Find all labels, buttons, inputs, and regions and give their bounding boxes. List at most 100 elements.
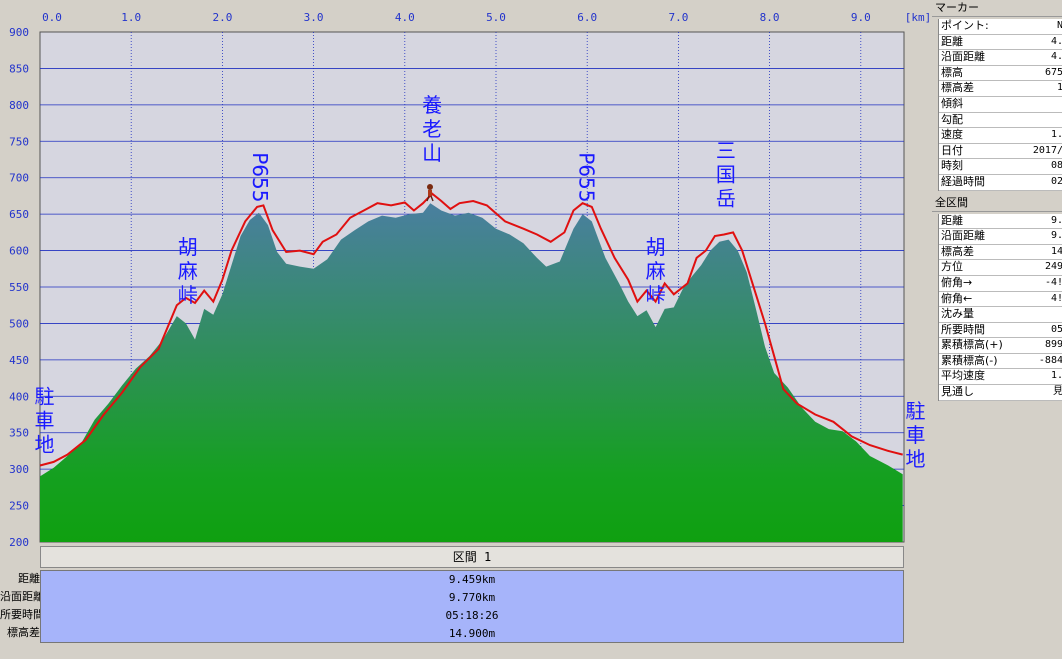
all-section-key: 平均速度: [941, 369, 985, 383]
all-section-value: 見: [1053, 386, 1062, 398]
y-tick-label: 200: [9, 536, 29, 546]
marker-key: 日付: [941, 143, 963, 157]
summary-label-distance: 距離: [18, 572, 40, 585]
all-section-row: 見通し 見: [939, 385, 1062, 401]
marker-row: 時刻 08: [939, 159, 1062, 175]
y-tick-labels: 900 850 800 750 700 650 600 550 500 450 400 350 300 2…: [9, 26, 29, 546]
all-section-value: [1005, 307, 1062, 322]
all-section-key: 沿面距離: [941, 229, 985, 243]
marker-value: 675: [1044, 66, 1062, 78]
marker-key: 勾配: [941, 112, 963, 126]
marker-row: 傾斜: [939, 97, 1062, 113]
marker-key: 傾斜: [941, 96, 963, 110]
marker-row: ポイント: N: [939, 19, 1062, 35]
marker-key: 沿面距離: [941, 50, 985, 64]
marker-key: 標高: [941, 65, 963, 79]
y-tick-label: 450: [9, 354, 29, 367]
marker-row: 沿面距離 4.: [939, 50, 1062, 66]
all-section-table: 距離 9. 沿面距離 9. 標高差 14 方位 249 俯角→ -4! 俯角← 4! 沈み量 所要時間 05…: [938, 213, 1062, 401]
y-tick-label: 350: [9, 427, 29, 440]
all-section-row: 俯角→ -4!: [939, 276, 1062, 292]
all-section-value: 9.: [1050, 214, 1062, 226]
y-tick-label: 800: [9, 99, 29, 112]
peak-label: P655: [248, 152, 272, 202]
marker-row: 速度 1.: [939, 128, 1062, 144]
all-section-key: 見通し: [941, 385, 974, 399]
all-section-key: 累積標高(+): [941, 338, 1003, 352]
peak-label: 胡麻峠: [178, 235, 198, 307]
marker-value: [1005, 113, 1062, 128]
y-tick-label: 250: [9, 500, 29, 513]
peak-label: P655: [574, 152, 598, 202]
y-tick-label: 550: [9, 281, 29, 294]
all-section-row: 沿面距離 9.: [939, 229, 1062, 245]
y-tick-label: 750: [9, 135, 29, 148]
y-tick-label: 850: [9, 62, 29, 75]
section-header[interactable]: 区間 1: [40, 546, 904, 568]
summary-label-surface-distance: 沿面距離: [0, 590, 40, 603]
y-tick-label: 500: [9, 317, 29, 330]
marker-row: 距離 4.: [939, 35, 1062, 51]
summary-elevation-diff: 14.900m: [448, 627, 496, 640]
all-section-row: 標高差 14: [939, 245, 1062, 261]
peak-label: 駐車地: [35, 385, 55, 457]
marker-key: 標高差: [941, 81, 974, 95]
hiker-marker-icon: [426, 184, 434, 202]
summary-surface-distance: 9.770km: [448, 591, 496, 604]
marker-row: 標高 675: [939, 66, 1062, 82]
section-summary: 9.459km 9.770km 05:18:26 14.900m: [40, 570, 904, 643]
x-tick-label: 0.0: [42, 11, 62, 24]
marker-value: 2017/: [1032, 144, 1062, 156]
track-line: [39, 192, 903, 467]
all-section-key: 所要時間: [941, 322, 985, 336]
all-section-row: 沈み量: [939, 307, 1062, 323]
marker-value: 1.: [1050, 129, 1062, 141]
x-tick-label: 8.0: [760, 11, 780, 24]
summary-duration: 05:18:26: [445, 609, 499, 622]
marker-key: 速度: [941, 128, 963, 142]
marker-value: 4.: [1050, 51, 1062, 63]
all-section-value: 1.: [1050, 370, 1062, 382]
summary-label-duration: 所要時間: [0, 608, 40, 621]
x-tick-label: 6.0: [577, 11, 597, 24]
all-section-value: 14: [1050, 245, 1062, 257]
all-section-key: 俯角→: [941, 275, 973, 289]
all-section-key: 俯角←: [941, 291, 973, 305]
all-section-title: 全区間: [932, 194, 1062, 212]
marker-row: 経過時間 02: [939, 175, 1062, 191]
peak-label: 三国岳: [716, 138, 736, 210]
marker-row: 標高差 1: [939, 81, 1062, 97]
marker-panel-title: マーカー: [932, 0, 1062, 17]
x-tick-label: 3.0: [304, 11, 324, 24]
all-section-row: 累積標高(+) 899: [939, 338, 1062, 354]
peak-label: 胡麻峠: [646, 235, 666, 307]
x-tick-label: 5.0: [486, 11, 506, 24]
marker-key: ポイント:: [941, 19, 989, 32]
marker-key: 距離: [941, 34, 963, 48]
x-tick-labels: 0.0 1.0 2.0 3.0 4.0 5.0 6.0 7.0 8.0 9.0 [km]: [42, 11, 931, 24]
marker-value: 4.: [1050, 35, 1062, 47]
y-tick-label: 700: [9, 172, 29, 185]
marker-row: 勾配: [939, 113, 1062, 129]
all-section-key: 距離: [941, 213, 963, 227]
x-tick-label: 2.0: [212, 11, 232, 24]
y-tick-label: 400: [9, 390, 29, 403]
all-section-row: 所要時間 05: [939, 323, 1062, 339]
all-section-row: 距離 9.: [939, 214, 1062, 230]
marker-value: 02: [1050, 175, 1062, 187]
marker-row: 日付 2017/: [939, 144, 1062, 160]
summary-distance: 9.459km: [448, 573, 496, 586]
all-section-key: 方位: [941, 260, 963, 274]
y-tick-label: 300: [9, 463, 29, 476]
marker-key: 経過時間: [941, 174, 985, 188]
all-section-value: 4!: [1050, 292, 1062, 304]
summary-label-elevation-diff: 標高差: [7, 626, 40, 639]
y-tick-label: 650: [9, 208, 29, 221]
all-section-row: 方位 249: [939, 260, 1062, 276]
all-section-row: 俯角← 4!: [939, 292, 1062, 308]
all-section-key: 沈み量: [941, 307, 974, 321]
x-tick-label: 7.0: [668, 11, 688, 24]
x-axis-unit: [km]: [905, 11, 932, 24]
